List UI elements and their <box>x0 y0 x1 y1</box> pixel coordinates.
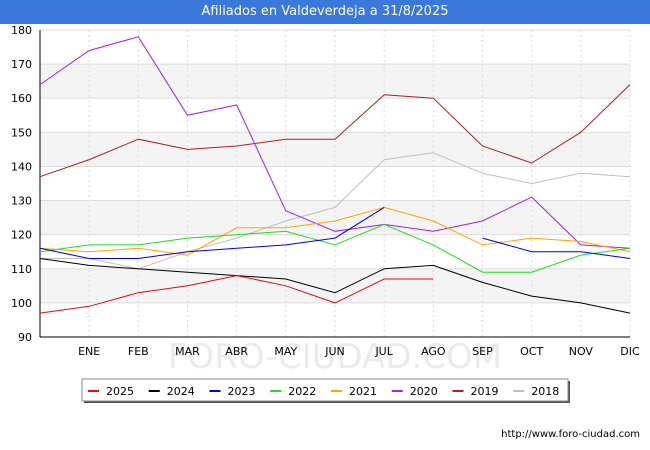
y-tick-label: 180 <box>11 24 32 37</box>
series-line-2022 <box>39 223 631 273</box>
x-tick-label: SEP <box>472 345 493 358</box>
x-tick-label: ABR <box>225 345 248 358</box>
source-url: http://www.foro-ciudad.com <box>501 429 640 440</box>
legend-box <box>81 378 569 402</box>
x-tick-label: OCT <box>520 345 543 358</box>
x-tick-label: MAY <box>274 345 297 358</box>
series-line-2023 <box>39 206 385 259</box>
x-tick-label: JUL <box>374 345 393 358</box>
y-tick-label: 140 <box>11 160 32 173</box>
x-tick-label: FEB <box>128 345 149 358</box>
series-line-2021 <box>39 206 631 256</box>
legend-label-2024: 2024 <box>167 385 195 398</box>
legend-label-2019: 2019 <box>471 385 499 398</box>
legend-label-2022: 2022 <box>288 385 316 398</box>
y-tick-label: 120 <box>11 229 32 242</box>
chart-title: Afiliados en Valdeverdeja a 31/8/2025 <box>0 0 650 24</box>
x-tick-label: NOV <box>569 345 594 358</box>
y-tick-label: 100 <box>11 297 32 310</box>
x-tick-label: ENE <box>78 345 100 358</box>
x-tick-label: JUN <box>324 345 345 358</box>
series-line-2023 <box>482 237 631 259</box>
y-tick-label: 90 <box>18 331 32 344</box>
legend-label-2021: 2021 <box>349 385 377 398</box>
legend-label-2020: 2020 <box>410 385 438 398</box>
series-line-2024 <box>39 258 631 314</box>
y-tick-label: 130 <box>11 195 32 208</box>
legend-label-2018: 2018 <box>531 385 559 398</box>
y-tick-label: 110 <box>11 263 32 276</box>
series-line-2019 <box>39 84 631 178</box>
x-tick-label: AGO <box>421 345 446 358</box>
series-line-2025 <box>39 275 434 314</box>
legend-label-2023: 2023 <box>228 385 256 398</box>
x-tick-label: MAR <box>175 345 200 358</box>
series-line-2020 <box>39 36 631 249</box>
watermark-text: FORO-CIUDAD.COM <box>168 337 502 377</box>
legend-label-2025: 2025 <box>106 385 134 398</box>
x-tick-label: DIC <box>620 345 640 358</box>
y-tick-label: 170 <box>11 58 32 71</box>
y-tick-label: 160 <box>11 92 32 105</box>
y-tick-label: 150 <box>11 126 32 139</box>
